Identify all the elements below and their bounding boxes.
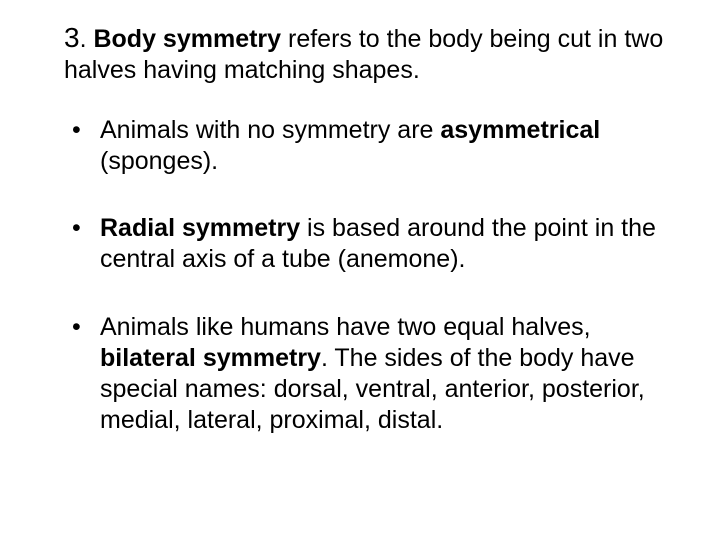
- bullet-bold: bilateral symmetry: [100, 344, 321, 372]
- heading-term: Body symmetry: [93, 25, 281, 53]
- list-item: Animals like humans have two equal halve…: [40, 312, 680, 437]
- bullet-pre: Animals like humans have two equal halve…: [100, 313, 591, 341]
- bullet-list: Animals with no symmetry are asymmetrica…: [40, 115, 680, 437]
- list-item: Radial symmetry is based around the poin…: [40, 213, 680, 276]
- heading: 3. Body symmetry refers to the body bein…: [40, 20, 680, 87]
- slide: 3. Body symmetry refers to the body bein…: [0, 0, 720, 540]
- bullet-bold: Radial symmetry: [100, 214, 300, 242]
- heading-number: 3: [64, 22, 80, 53]
- bullet-bold: asymmetrical: [440, 116, 600, 144]
- list-item: Animals with no symmetry are asymmetrica…: [40, 115, 680, 178]
- heading-period: .: [80, 25, 94, 53]
- bullet-post: (sponges).: [100, 147, 218, 175]
- bullet-pre: Animals with no symmetry are: [100, 116, 440, 144]
